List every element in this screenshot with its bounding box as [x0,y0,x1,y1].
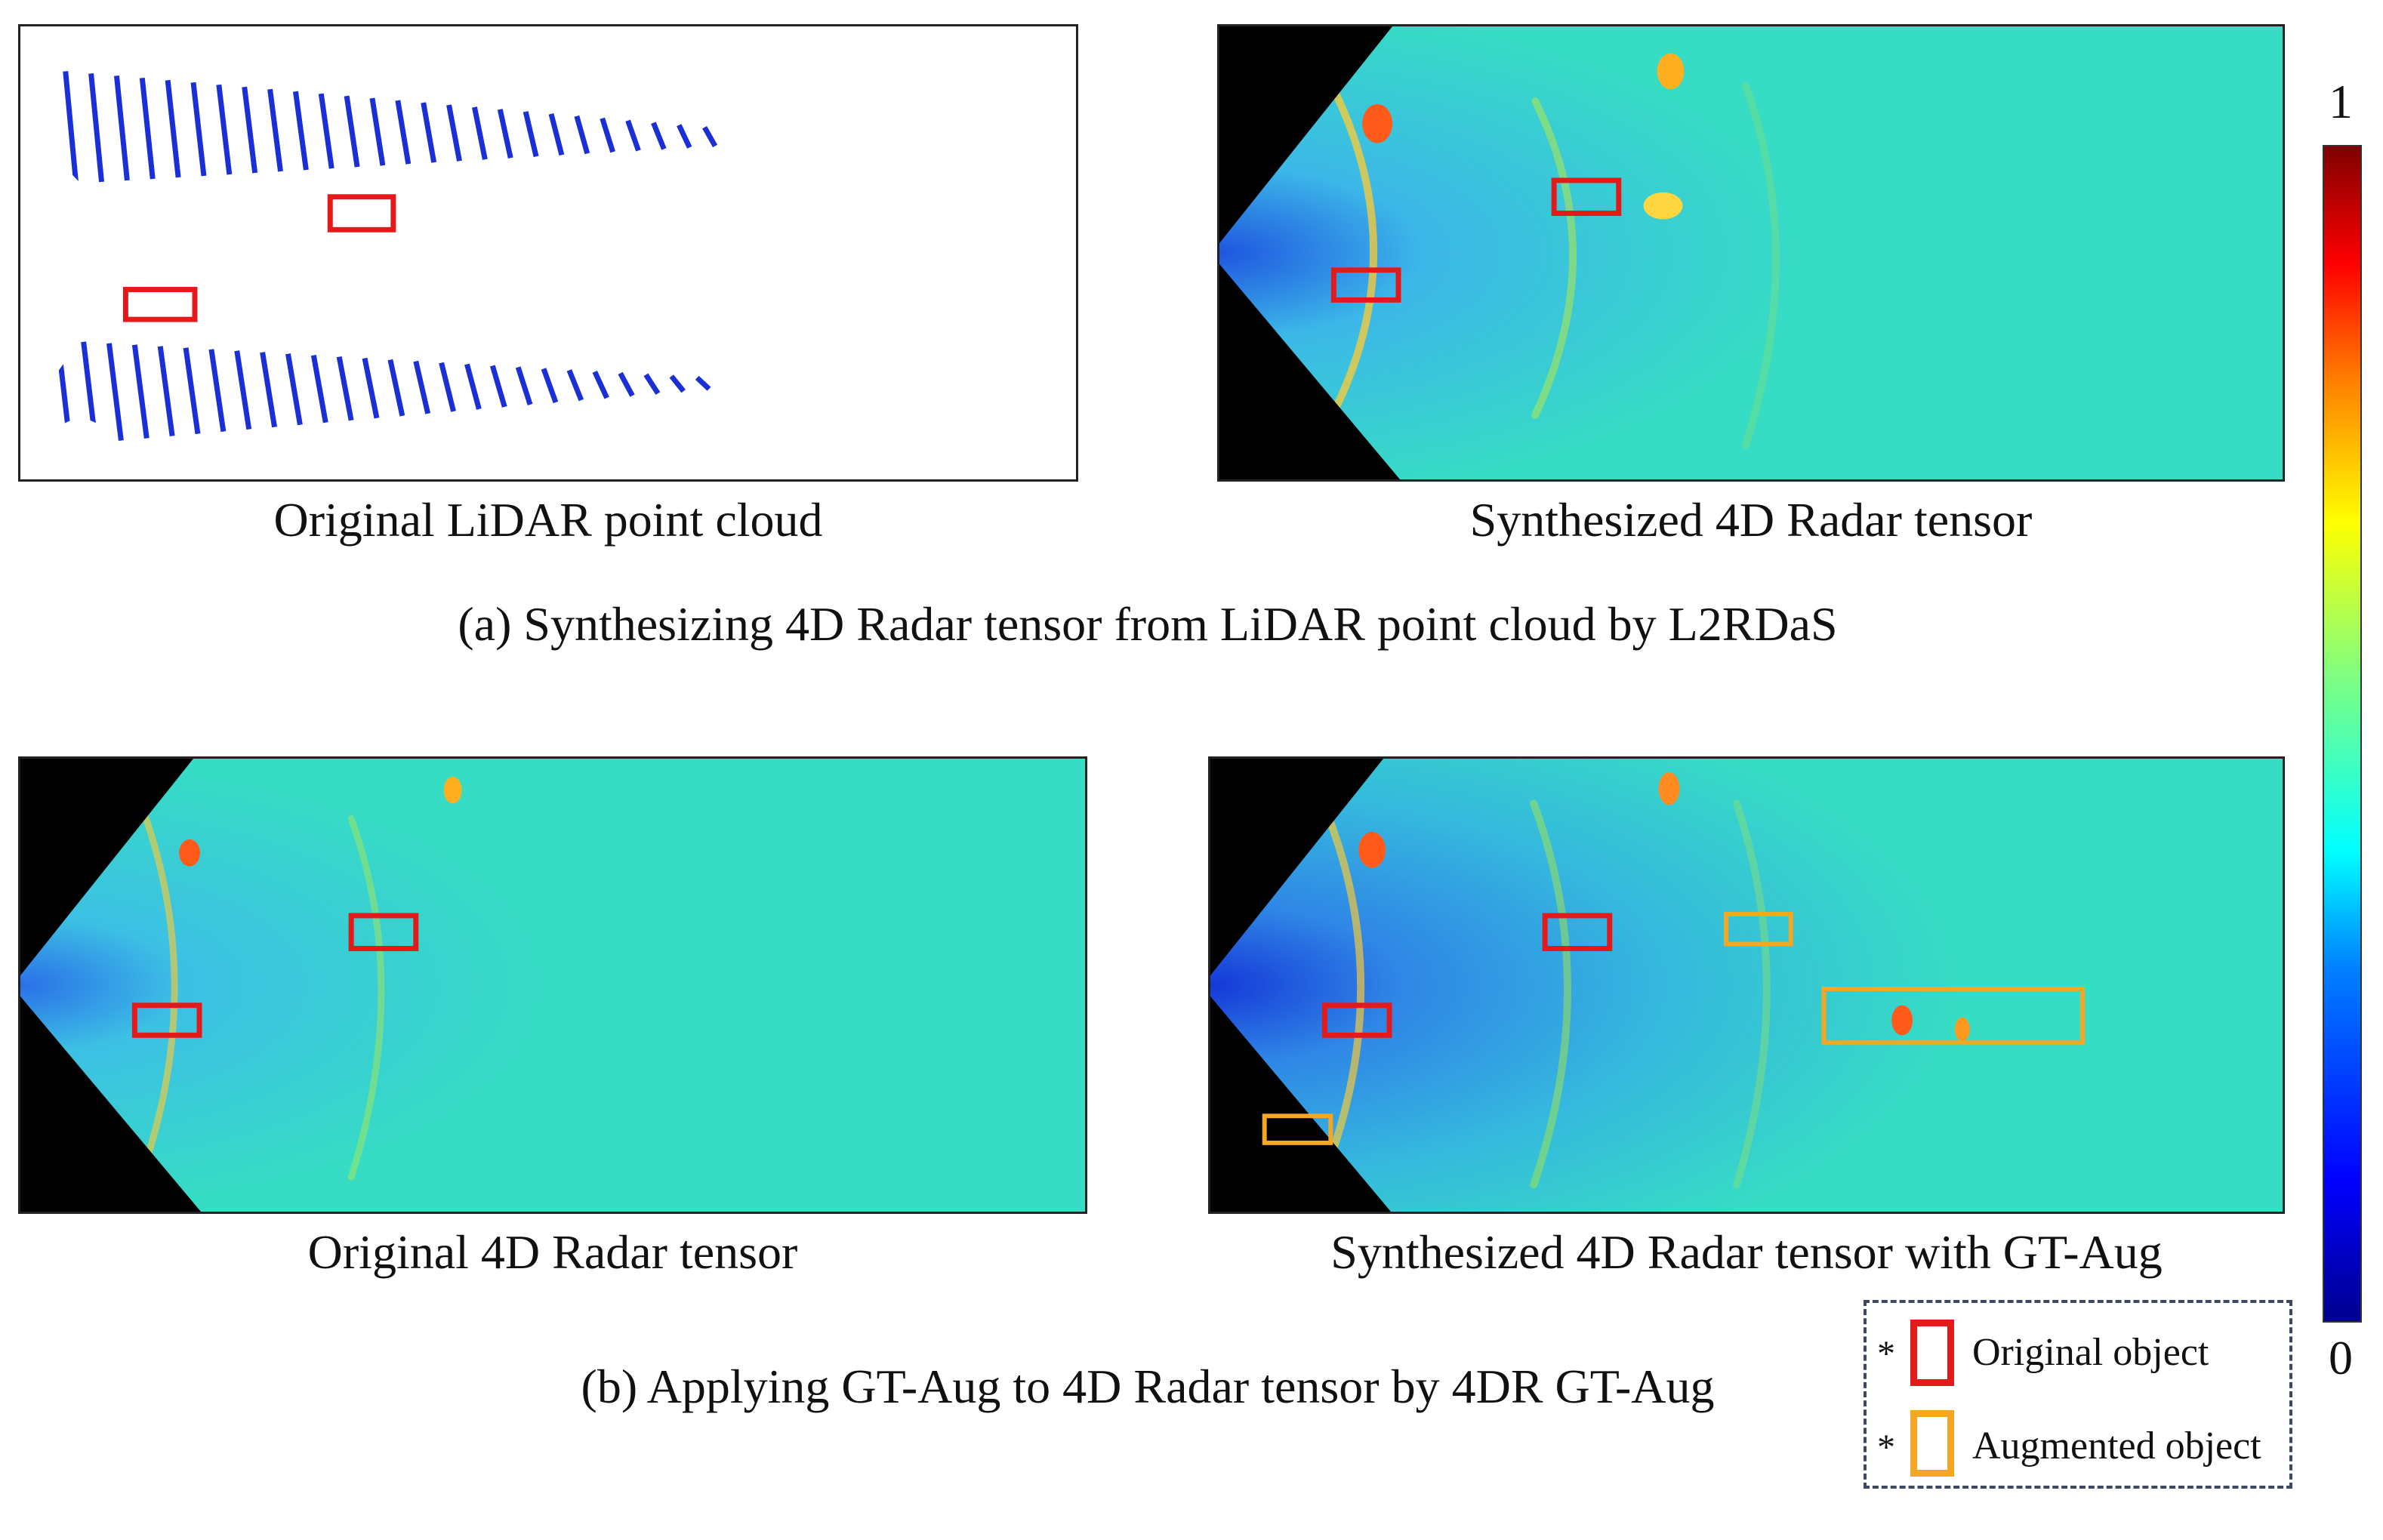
orig-radar-caption: Original 4D Radar tensor [307,1225,798,1279]
legend-label: Original object [1972,1331,2209,1374]
legend-augmented-swatch [1910,1410,1954,1477]
original-object-box [1330,267,1401,303]
gtaug-radar-caption: Synthesized 4D Radar tensor with GT-Aug [1330,1225,2163,1279]
original-object-box [1321,1003,1392,1038]
legend-original-swatch [1910,1320,1954,1386]
augmented-object-box [1724,911,1793,947]
augmented-object-box [1821,986,2086,1046]
lidar-pointcloud-image [20,26,1076,479]
legend-marker: * [1877,1334,1895,1374]
orig-radar-image [20,759,1085,1212]
section-b-title: (b) Applying GT-Aug to 4D Radar tensor b… [581,1360,1715,1413]
original-object-box [327,194,396,233]
lidar-panel [18,24,1078,482]
lidar-caption: Original LiDAR point cloud [273,493,823,547]
original-object-box [348,913,419,951]
augmented-object-box [1262,1113,1333,1145]
original-object-box [1542,913,1613,951]
colorbar-max-label: 1 [2329,75,2353,128]
colorbar [2323,145,2362,1323]
synth-radar-caption: Synthesized 4D Radar tensor [1469,493,2033,547]
legend-label: Augmented object [1972,1424,2261,1468]
lidar-scan-lines [55,71,718,445]
legend: * Original object * Augmented object [1864,1300,2292,1489]
legend-item-original: * Original object [1867,1320,2289,1395]
legend-marker: * [1877,1428,1895,1468]
section-a-title: (a) Synthesizing 4D Radar tensor from Li… [458,597,1838,651]
original-object-box [122,287,198,322]
orig-radar-panel [18,756,1087,1214]
synth-radar-panel [1217,24,2285,482]
gtaug-radar-image [1210,759,2283,1212]
gtaug-radar-panel [1208,756,2285,1214]
synth-radar-image [1219,26,2283,479]
colorbar-min-label: 0 [2329,1331,2353,1384]
original-object-box [131,1003,202,1038]
legend-item-augmented: * Augmented object [1867,1410,2289,1489]
original-object-box [1551,177,1622,216]
